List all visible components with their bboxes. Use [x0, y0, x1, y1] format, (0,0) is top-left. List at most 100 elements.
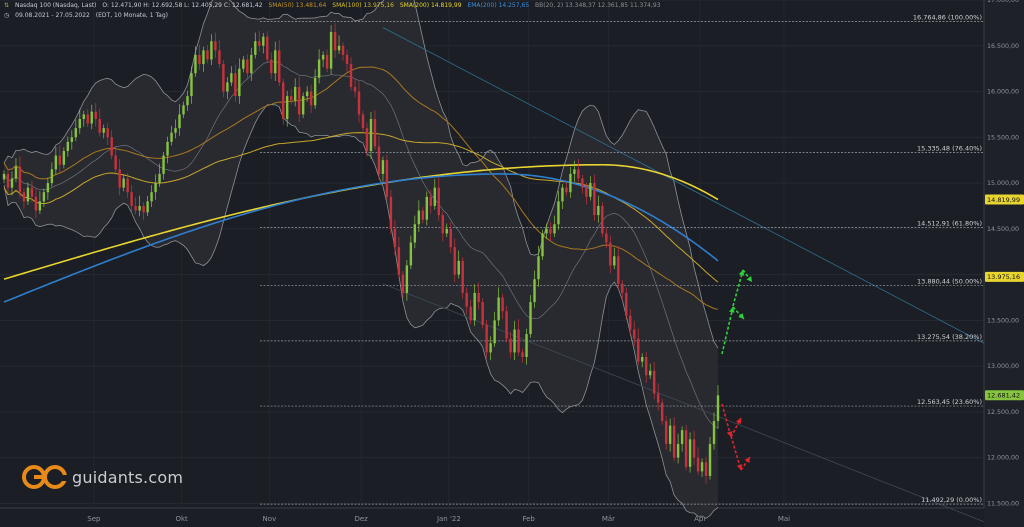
- candle-body: [449, 228, 452, 248]
- candle-body: [178, 114, 181, 129]
- candle-body: [282, 82, 285, 119]
- candle-body: [218, 50, 221, 65]
- projection-segment: [721, 403, 732, 438]
- candle-body: [633, 329, 636, 339]
- date-range: 09.08.2021 - 27.05.2022: [15, 12, 90, 19]
- candle-body: [337, 45, 341, 51]
- candle-body: [321, 54, 325, 60]
- bearish-projection-arrow-2: [730, 435, 751, 471]
- candle-body: [437, 187, 440, 216]
- candle-body: [433, 187, 436, 206]
- candle-body: [465, 292, 468, 307]
- candle-body: [30, 187, 34, 197]
- y-tick-label: 17.000,00: [987, 0, 1019, 4]
- candle-body: [429, 196, 433, 206]
- candle-body: [22, 192, 26, 202]
- candle-body: [90, 111, 93, 124]
- candle-body: [114, 155, 117, 170]
- guidants-logo-text: guidants.com: [72, 467, 184, 487]
- trendline-upper: [382, 27, 985, 344]
- candle-body: [313, 77, 317, 106]
- candle-body: [262, 36, 265, 46]
- candle-body: [373, 118, 377, 147]
- candle-body: [34, 196, 38, 211]
- candle-body: [549, 228, 552, 234]
- y-tick-label: 12.500,00: [987, 409, 1019, 416]
- candle-body: [473, 292, 476, 321]
- candle-body: [106, 128, 109, 138]
- candle-body: [513, 329, 516, 353]
- x-tick-label: Mär: [602, 515, 615, 523]
- candle-body: [66, 141, 70, 152]
- legend-sma100: SMA(100) 13.975,16: [332, 2, 394, 9]
- x-tick-label: Okt: [175, 515, 188, 523]
- candle-body: [489, 343, 492, 353]
- candle-body: [6, 173, 10, 188]
- candle-body: [684, 430, 688, 467]
- candle-body: [317, 59, 321, 78]
- y-tick-label: 12.000,00: [987, 455, 1019, 462]
- candle-body: [305, 91, 309, 97]
- candle-body: [278, 50, 281, 83]
- candle-body: [708, 443, 712, 476]
- candle-body: [118, 169, 121, 188]
- candle-body: [361, 114, 365, 129]
- candle-body: [134, 205, 137, 211]
- candle-body: [533, 279, 536, 303]
- projection-arrowhead: [728, 307, 735, 313]
- bollinger-upper: [3, 0, 719, 349]
- bollinger-band-fill: [4, 0, 718, 519]
- candle-body: [445, 228, 448, 234]
- candle-body: [274, 50, 277, 74]
- candle-body: [138, 205, 141, 211]
- candle-body: [38, 201, 42, 211]
- candle-body: [58, 155, 62, 165]
- candle-body: [325, 54, 329, 69]
- candle-body: [545, 228, 548, 234]
- x-tick-label: Feb: [522, 515, 535, 523]
- candle-body: [605, 233, 608, 243]
- candle-body: [648, 370, 652, 376]
- ema200-line: [3, 173, 719, 303]
- candle-body: [309, 91, 313, 106]
- guidants-logo: guidants.com: [22, 464, 183, 490]
- price-tag-box: [985, 194, 1024, 205]
- candle-body: [230, 73, 233, 83]
- candle-body: [509, 338, 512, 353]
- candle-body: [54, 155, 58, 170]
- guidants-logo-icon: [22, 464, 68, 490]
- candle-body: [369, 118, 373, 152]
- candle-body: [26, 187, 30, 202]
- candle-body: [505, 311, 508, 339]
- candle-body: [353, 86, 357, 92]
- candle-body: [501, 297, 504, 312]
- price-tag-box: [985, 390, 1024, 401]
- projection-segment: [732, 269, 744, 307]
- sma100-line: [3, 132, 719, 283]
- candle-body: [122, 178, 125, 188]
- candle-body: [704, 462, 708, 476]
- candle-body: [78, 118, 81, 129]
- price-tag-label: 14.819,99: [987, 196, 1020, 204]
- ohlc-values: O: 12.471,90 H: 12.692,58 L: 12.405,29 C…: [102, 2, 263, 9]
- candle-body: [154, 183, 157, 193]
- candle-body: [70, 137, 74, 142]
- candle-body: [656, 393, 660, 403]
- candle-body: [517, 329, 520, 353]
- candle-body: [377, 146, 381, 174]
- candle-body: [621, 283, 624, 293]
- candle-body: [569, 173, 572, 193]
- candle-body: [301, 96, 305, 115]
- clock-icon: ◷: [4, 12, 10, 19]
- candle-body: [417, 210, 421, 225]
- candle-body: [712, 421, 716, 444]
- candle-body: [46, 183, 50, 193]
- candle-body: [385, 160, 389, 197]
- candle-body: [413, 224, 417, 243]
- projection-segment: [732, 306, 745, 320]
- candle-body: [94, 111, 97, 119]
- candle-body: [405, 265, 409, 293]
- candle-body: [597, 205, 600, 216]
- y-tick-label: 15.500,00: [987, 134, 1019, 141]
